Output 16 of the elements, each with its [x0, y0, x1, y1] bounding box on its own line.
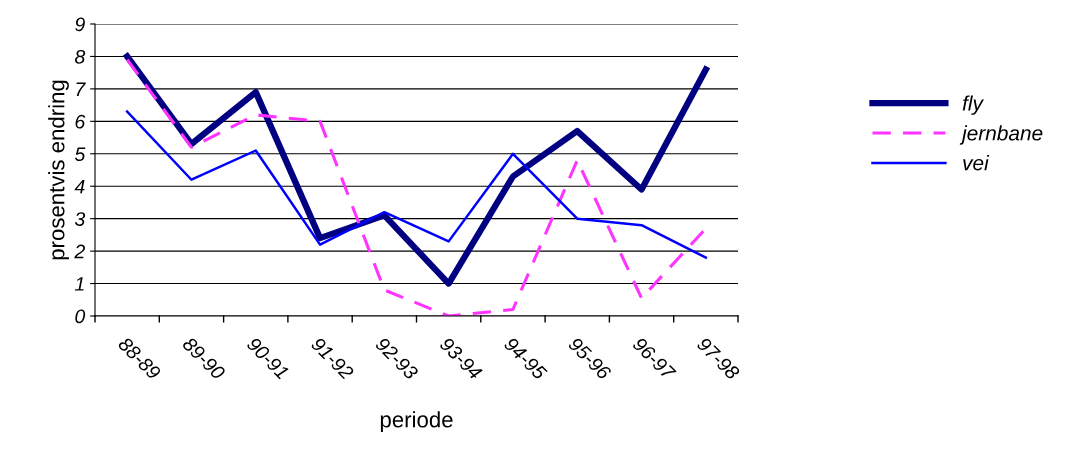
- y-tick-label: 2: [74, 244, 85, 259]
- x-axis-title: periode: [380, 411, 453, 432]
- y-axis-title: prosentvis endring: [48, 80, 69, 260]
- y-tick-label: 7: [76, 82, 86, 96]
- legend-label: fly: [962, 95, 984, 115]
- y-tick-label: 3: [74, 212, 86, 226]
- y-tick-label: 5: [74, 147, 86, 162]
- legend-label: vei: [963, 155, 990, 171]
- y-tick-label: 0: [75, 309, 86, 324]
- y-tick-label: 6: [75, 114, 86, 129]
- y-tick-label: 1: [74, 277, 84, 291]
- y-tick-label: 8: [74, 49, 86, 64]
- y-tick-label: 4: [74, 179, 85, 194]
- line-series: [125, 110, 708, 259]
- y-tick-label: 9: [75, 17, 85, 32]
- legend-label: jernbane: [959, 125, 1043, 145]
